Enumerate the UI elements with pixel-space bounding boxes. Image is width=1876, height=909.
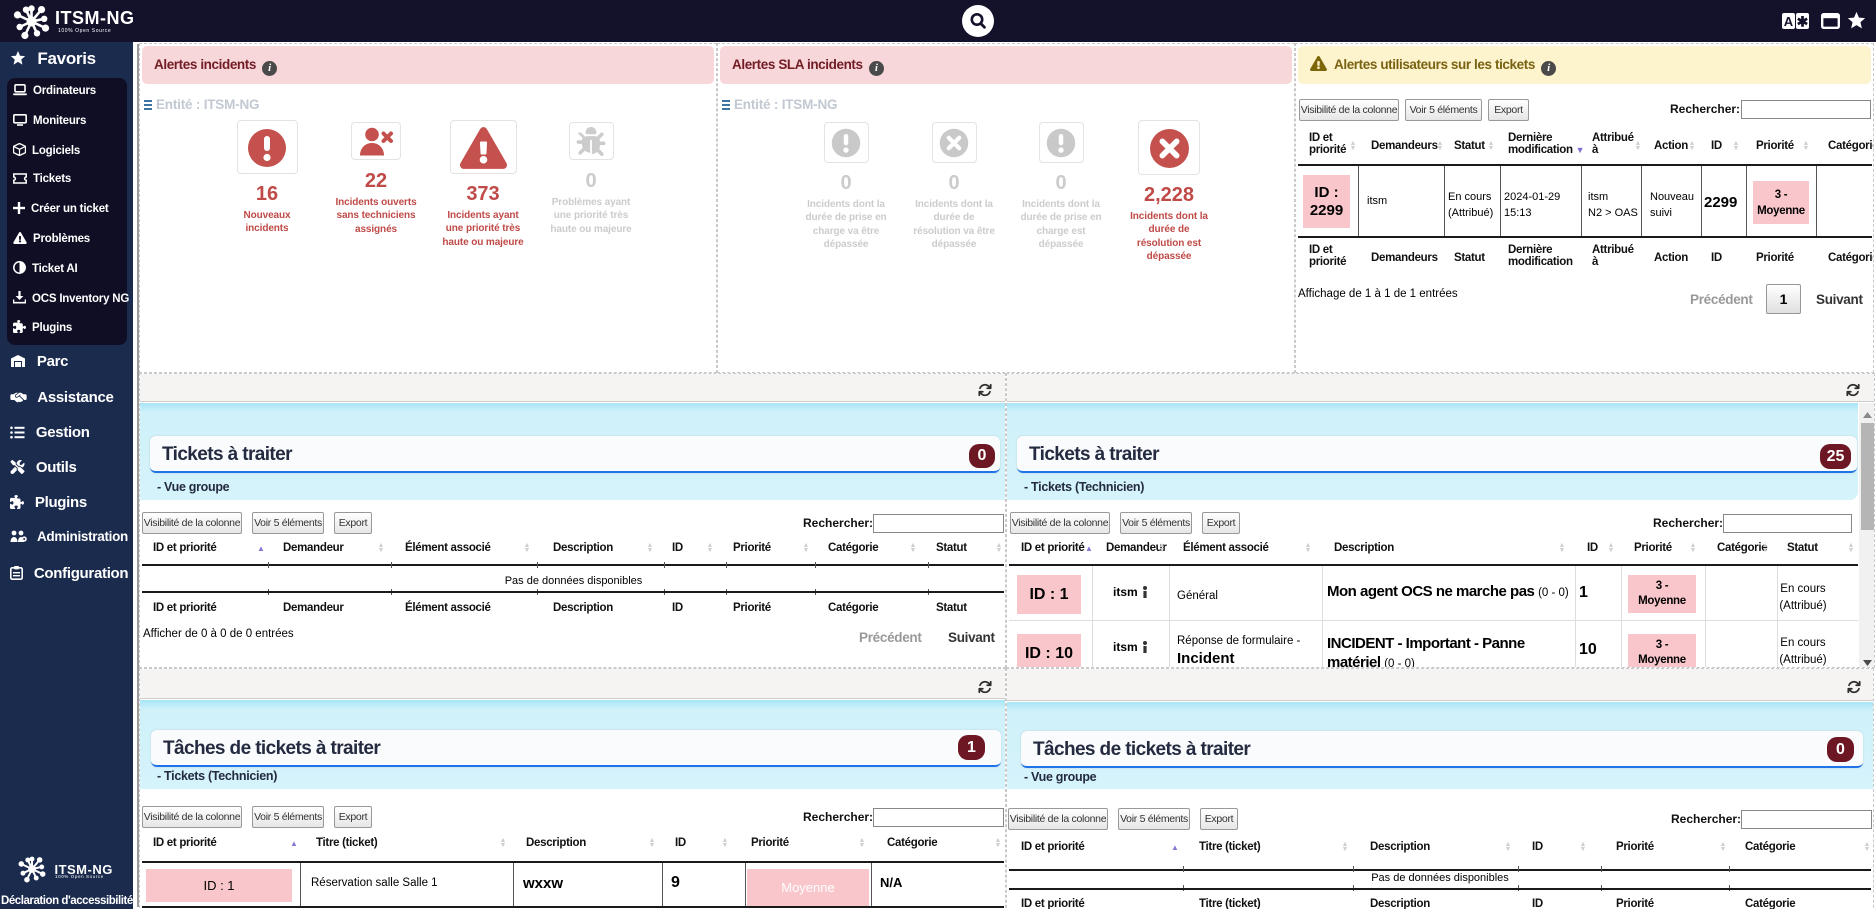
svg-text:✱: ✱ <box>1797 14 1809 30</box>
svg-text:A: A <box>1784 14 1794 29</box>
